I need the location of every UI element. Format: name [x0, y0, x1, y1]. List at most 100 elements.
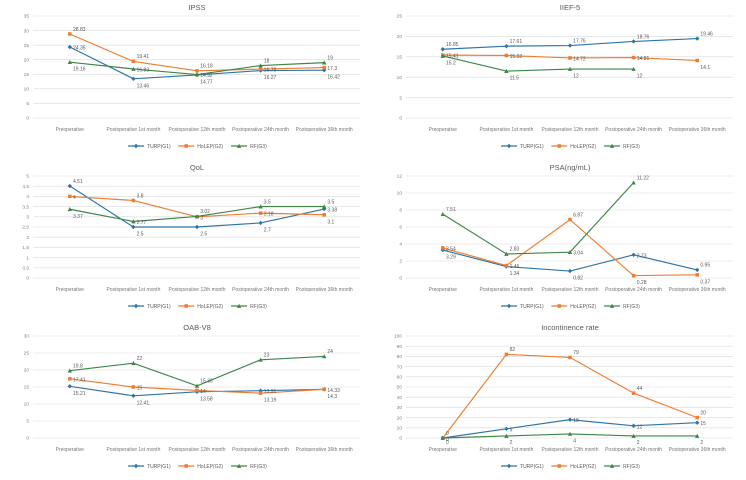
y-tick-label: 12: [397, 174, 403, 180]
x-tick-label: Postoperative 24th month: [605, 127, 662, 133]
data-label: 14.3: [327, 394, 337, 400]
y-tick-label: 0: [26, 436, 29, 442]
data-label: 16.18: [200, 64, 213, 70]
legend-label: RF(G3): [250, 144, 267, 150]
data-label: 17.61: [510, 39, 523, 45]
data-label: 22: [137, 356, 143, 362]
chart-svg-psa: PSA(ng/mL) 0 2 4 6 8 10 12 Preoperative Postopera…: [397, 163, 733, 310]
diamond-marker: [567, 43, 573, 48]
legend-item-RF(G3): RF(G3): [604, 303, 640, 310]
y-tick-label: 25: [24, 43, 30, 49]
y-tick-label: 10: [24, 402, 30, 408]
triangle-marker: [194, 72, 200, 77]
x-tick-label: Postoperative 1st month: [106, 127, 160, 133]
chart-title-ipss: IPSS: [188, 3, 205, 12]
x-tick-label: Preoperative: [56, 447, 85, 453]
legend-item-TURP(G1): TURP(G1): [501, 143, 544, 150]
y-tick-label: 4: [26, 194, 29, 200]
y-tick-label: 5: [26, 419, 29, 425]
chart-svg-iief5: IIEF-5 0 5 10 15 20 25 Preoperative Postoperativ…: [397, 3, 733, 150]
y-tick-label: 2: [26, 235, 29, 241]
data-label: 15.21: [73, 391, 86, 397]
y-tick-label: 35: [24, 14, 30, 20]
triangle-marker: [131, 66, 136, 71]
data-label: 79: [573, 350, 579, 356]
chart-svg-qol: QoL 0 0,5 1 1,5 2 2,5 3 3,5 4 4,5 5 Preoperative Post…: [22, 163, 360, 310]
triangle-marker: [631, 180, 636, 185]
triangle-marker: [322, 204, 327, 209]
square-marker: [131, 385, 136, 389]
data-label: 2.73: [637, 253, 647, 259]
x-tick-label: Postoperative 36th month: [296, 127, 353, 133]
triangle-marker: [67, 59, 72, 65]
legend-item-RF(G3): RF(G3): [231, 303, 267, 310]
diamond-marker: [506, 303, 512, 309]
data-label: 2: [637, 440, 640, 446]
data-label: 19: [327, 55, 333, 61]
y-tick-label: 10: [24, 87, 30, 93]
square-marker: [184, 144, 188, 148]
triangle-marker: [695, 433, 700, 438]
square-marker: [68, 32, 72, 36]
series-line-HoLEP(G2): [69, 33, 325, 72]
triangle-marker: [258, 357, 263, 362]
series-line-RF(G3): [442, 182, 635, 255]
y-tick-label: 100: [394, 334, 402, 340]
y-tick-label: 0: [26, 276, 29, 282]
y-tick-label: 1,5: [22, 245, 29, 251]
x-tick-label: Postoperative 1st month: [479, 287, 533, 293]
y-tick-label: 6: [399, 225, 402, 231]
y-tick-label: 0: [26, 116, 29, 122]
y-tick-label: 4,5: [22, 184, 29, 190]
legend-item-RF(G3): RF(G3): [231, 143, 267, 150]
data-label: 1.46: [510, 264, 520, 270]
y-tick-label: 1: [26, 255, 29, 261]
square-marker: [504, 352, 509, 357]
series-line-RF(G3): [442, 55, 634, 72]
data-label: 12: [637, 74, 643, 80]
x-tick-label: Postoperative 12th month: [169, 127, 226, 133]
y-tick-label: 20: [397, 415, 403, 421]
y-tick-label: 40: [397, 395, 403, 401]
legend-item-HoLEP(G2): HoLEP(G2): [178, 464, 223, 470]
square-marker: [195, 69, 199, 73]
chart-svg-oabv8: OAB-V8 0 5 10 15 20 25 30 Preoperative Postoperat…: [24, 323, 360, 470]
triangle-marker: [67, 207, 72, 212]
data-label: 0: [446, 437, 449, 443]
x-tick-label: Postoperative 24th month: [232, 127, 289, 133]
data-label: 11.5: [510, 76, 520, 82]
diamond-marker: [695, 267, 700, 273]
data-label: 11.22: [637, 175, 649, 181]
data-label: 18: [264, 58, 270, 64]
data-label: 24.35: [73, 46, 86, 52]
square-marker: [557, 144, 561, 148]
triangle-marker: [609, 143, 615, 148]
y-tick-label: 0: [399, 276, 402, 282]
y-tick-label: 5: [26, 101, 29, 107]
square-marker: [441, 246, 445, 250]
data-label: 9: [510, 427, 513, 433]
data-label: 14.72: [573, 56, 586, 62]
chart-ipss: IPSS 0 5 10 15 20 25 30 35 Preoperative Postoperat…: [0, 0, 373, 160]
square-marker: [184, 304, 188, 308]
legend-item-TURP(G1): TURP(G1): [128, 143, 171, 150]
square-marker: [568, 217, 572, 222]
y-tick-label: 25: [397, 14, 403, 20]
y-tick-label: 2: [399, 259, 402, 265]
square-marker: [131, 198, 136, 203]
chart-oabv8: OAB-V8 0 5 10 15 20 25 30 Preoperative Postoperat…: [0, 320, 373, 480]
data-label: 3.8: [137, 193, 144, 199]
legend-item-TURP(G1): TURP(G1): [501, 303, 544, 310]
diamond-marker: [67, 384, 72, 389]
legend-label: TURP(G1): [520, 464, 544, 470]
data-label: 3.29: [446, 255, 456, 261]
data-label: 18: [573, 418, 579, 424]
data-label: 16.42: [327, 75, 340, 81]
diamond-marker: [194, 224, 200, 230]
square-marker: [631, 391, 636, 395]
legend-label: HoLEP(G2): [197, 144, 223, 150]
data-label: 44: [637, 386, 643, 392]
diamond-marker: [695, 420, 700, 425]
triangle-marker: [258, 63, 263, 68]
